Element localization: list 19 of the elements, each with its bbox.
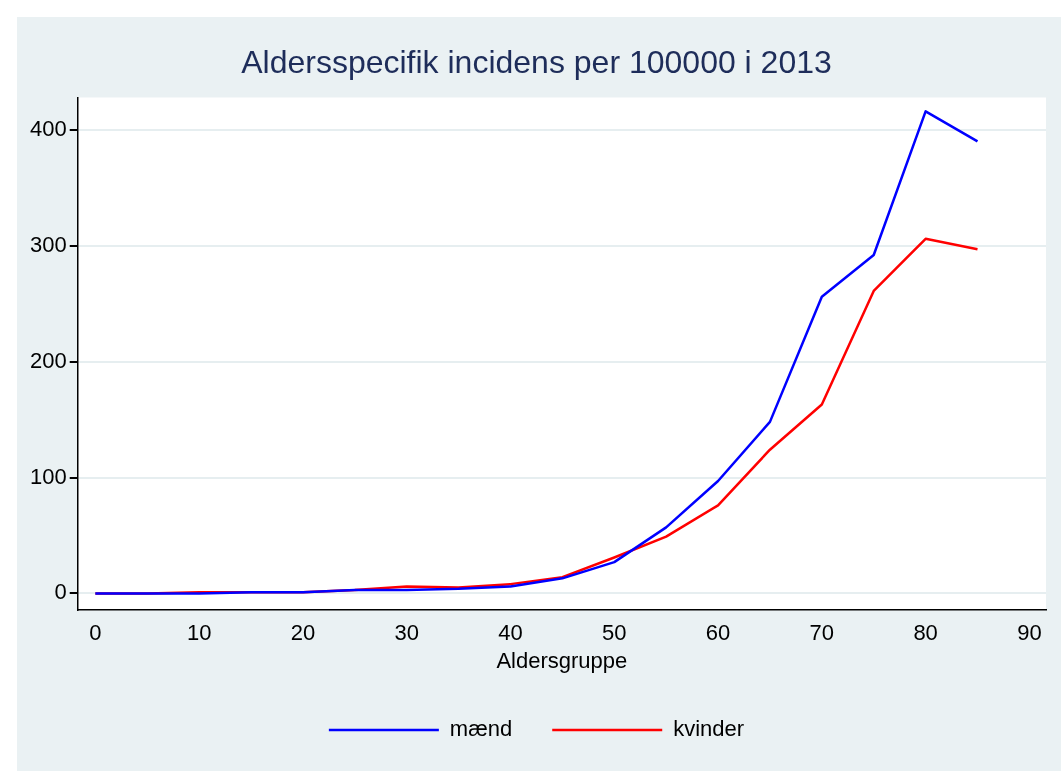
x-tick-label: 90 xyxy=(1017,620,1042,646)
x-tick-label: 50 xyxy=(602,620,627,646)
legend-label: kvinder xyxy=(673,716,745,742)
y-tick-label: 400 xyxy=(29,115,67,141)
y-tick-label: 300 xyxy=(29,231,67,257)
x-tick-label: 40 xyxy=(498,620,523,646)
x-tick-label: 10 xyxy=(186,620,212,646)
y-tick-label: 0 xyxy=(54,579,67,605)
chart-title: Aldersspecifik incidens per 100000 i 2013 xyxy=(241,44,832,81)
legend-label: mænd xyxy=(449,716,513,742)
y-tick-label: 200 xyxy=(29,347,67,373)
x-tick-label: 0 xyxy=(89,620,102,646)
y-tick-label: 100 xyxy=(29,463,67,489)
x-axis-title: Aldersgruppe xyxy=(496,647,628,673)
x-tick-label: 80 xyxy=(913,620,938,646)
x-tick-label: 60 xyxy=(705,620,731,646)
x-tick-label: 20 xyxy=(290,620,316,646)
x-tick-label: 30 xyxy=(394,620,419,646)
x-tick-label: 70 xyxy=(809,620,835,646)
